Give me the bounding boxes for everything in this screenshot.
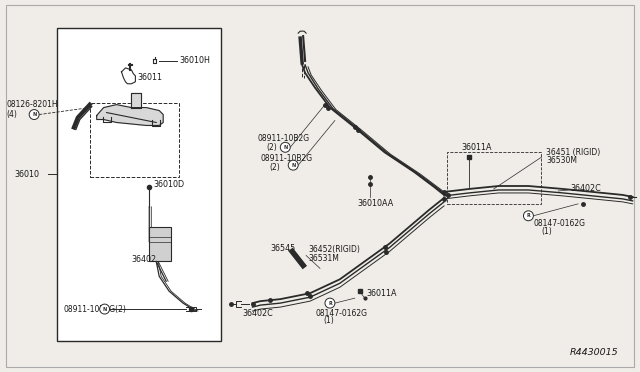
Text: 36531M: 36531M: [308, 254, 339, 263]
Text: (2): (2): [269, 163, 280, 171]
Text: R: R: [328, 301, 332, 306]
Text: N: N: [291, 163, 295, 168]
Bar: [57, 28, 221, 341]
Text: 08911-10B2G: 08911-10B2G: [257, 134, 310, 143]
Text: 36402: 36402: [131, 255, 157, 264]
Bar: [149, 227, 171, 262]
Text: 36010H: 36010H: [179, 57, 210, 65]
Bar: [447, 152, 541, 204]
Text: (4): (4): [6, 110, 17, 119]
Text: 36451 (RIGID): 36451 (RIGID): [547, 148, 600, 157]
Text: (1): (1): [541, 227, 552, 236]
Text: 08911-10B2G(2): 08911-10B2G(2): [64, 305, 127, 314]
Text: R4430015: R4430015: [570, 348, 619, 357]
Text: 08147-0162G: 08147-0162G: [315, 308, 367, 318]
Circle shape: [288, 160, 298, 170]
Circle shape: [100, 304, 109, 314]
Circle shape: [29, 110, 39, 119]
Circle shape: [280, 142, 290, 152]
Polygon shape: [97, 105, 163, 125]
Bar: [90, 103, 179, 177]
Text: 36545: 36545: [270, 244, 296, 253]
Text: 36010: 36010: [14, 170, 39, 179]
Circle shape: [524, 211, 533, 221]
Text: N: N: [102, 307, 107, 312]
Text: 08147-0162G: 08147-0162G: [533, 219, 586, 228]
Text: 36402C: 36402C: [243, 308, 273, 318]
Text: 36011: 36011: [138, 73, 163, 82]
Text: 36010D: 36010D: [153, 180, 184, 189]
Circle shape: [325, 298, 335, 308]
Text: (1): (1): [323, 317, 333, 326]
Text: 36011A: 36011A: [461, 143, 492, 152]
Text: 08126-8201H: 08126-8201H: [6, 100, 58, 109]
Text: N: N: [283, 145, 287, 150]
Text: 36010AA: 36010AA: [358, 199, 394, 208]
Text: 36011A: 36011A: [367, 289, 397, 298]
Text: (2): (2): [266, 143, 277, 152]
Text: 08911-10B2G: 08911-10B2G: [260, 154, 312, 163]
Text: 36530M: 36530M: [547, 156, 577, 165]
Text: R: R: [527, 213, 531, 218]
Text: 36452(RIGID): 36452(RIGID): [308, 245, 360, 254]
Text: 36402C: 36402C: [570, 185, 601, 193]
Polygon shape: [131, 93, 141, 108]
Text: N: N: [32, 112, 36, 117]
